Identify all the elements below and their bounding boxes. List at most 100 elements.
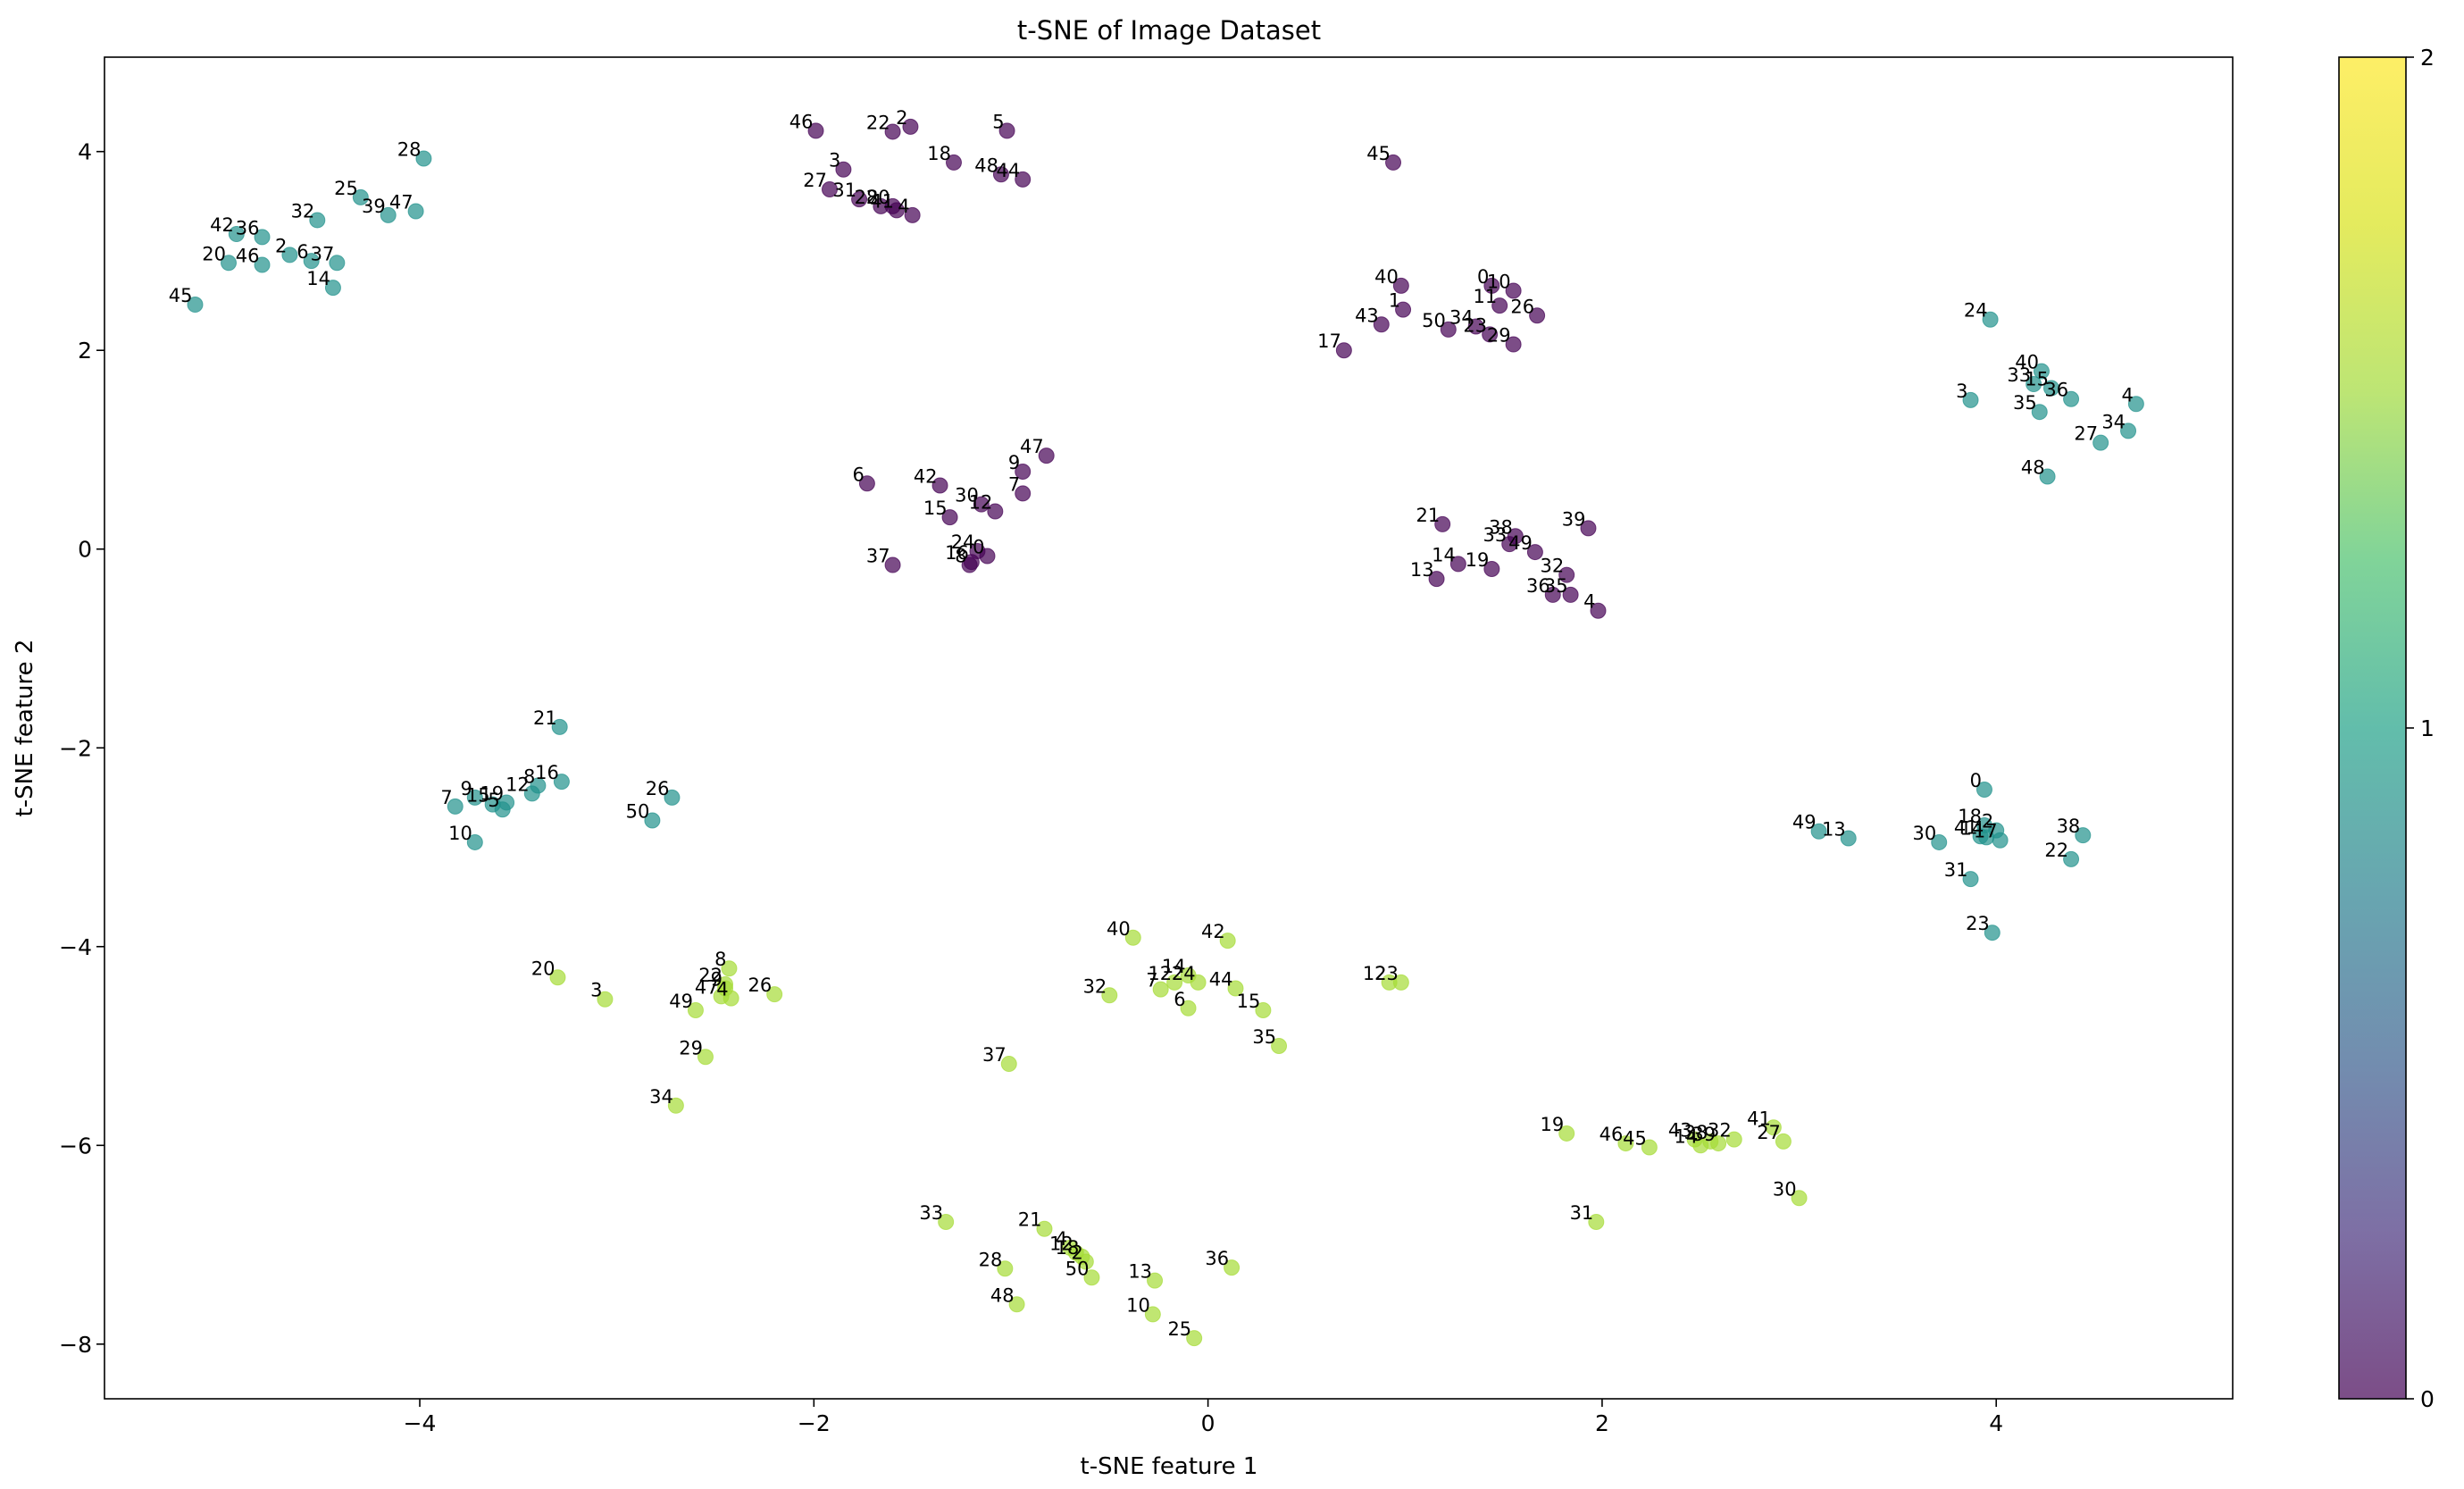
point-label: 46 [789,111,814,132]
y-tick-label: −2 [59,735,92,761]
point-label: 3 [590,980,602,1001]
data-point-class-0 [835,161,852,178]
point-label: 47 [695,976,719,998]
data-point-class-1 [407,203,424,220]
point-label: 36 [236,217,260,238]
point-label: 9 [711,968,722,990]
point-label: 42 [210,214,234,236]
point-label: 18 [1958,806,1982,827]
data-point-class-2 [667,1097,684,1114]
point-label: 27 [1757,1122,1781,1143]
point-label: 15 [2025,368,2049,389]
data-point-class-1 [2039,468,2056,485]
data-point-class-0 [1015,485,1032,502]
data-point-class-0 [1392,277,1409,294]
data-point-class-2 [1180,1000,1197,1016]
plot-frame [104,56,2234,1400]
point-label: 15 [923,498,948,519]
y-tick-label: 0 [78,537,92,563]
point-label: 28 [855,187,879,208]
point-label: 37 [982,1044,1006,1066]
data-point-class-1 [187,297,204,314]
point-label: 43 [1355,305,1379,326]
point-label: 11 [1473,286,1497,307]
data-point-class-2 [1271,1038,1288,1055]
point-label: 32 [1083,975,1107,997]
point-label: 9 [460,778,472,799]
data-point-class-1 [324,280,341,297]
point-label: 1 [1389,290,1400,312]
point-label: 27 [2074,423,2098,445]
point-label: 14 [1162,956,1186,977]
y-axis-ticks: −8 −6 −4 −2 0 2 4 [59,139,104,1358]
data-point-class-2 [1775,1133,1792,1150]
data-point-class-1 [644,812,661,829]
x-tick-label: 2 [1595,1410,1609,1436]
point-label: 0 [973,537,984,558]
point-label: 12 [969,491,993,513]
data-point-class-2 [1255,1001,1272,1018]
y-tick-label: 4 [78,139,92,165]
point-label: 34 [649,1086,673,1108]
data-point-class-0 [1562,586,1579,603]
point-label: 2 [1982,811,1993,832]
point-label: 12 [505,774,530,795]
data-point-class-1 [2092,434,2109,451]
point-label: 50 [1065,1258,1090,1279]
data-point-class-0 [1467,318,1484,335]
point-label: 44 [996,160,1020,181]
point-label: 32 [1540,556,1564,577]
data-point-class-1 [553,774,570,791]
point-label: 36 [1205,1248,1229,1269]
data-point-class-0 [1505,282,1522,299]
data-point-class-1 [1962,871,1979,888]
data-point-class-2 [938,1213,955,1230]
point-label: 38 [1684,1122,1708,1143]
data-point-class-2 [1190,974,1207,991]
data-point-class-0 [821,180,838,197]
point-label: 36 [2044,380,2068,401]
point-label: 2 [1071,1242,1082,1263]
data-point-class-1 [1931,833,1948,850]
point-label: 47 [1020,436,1044,457]
data-point-class-1 [228,226,245,243]
point-label: 14 [1959,817,1984,839]
point-label: 30 [1773,1178,1797,1200]
data-point-class-2 [1166,974,1183,991]
data-point-class-0 [1529,307,1546,324]
point-label: 49 [669,991,693,1012]
chart-title: t-SNE of Image Dataset [1017,15,1321,46]
point-label: 12 [1148,963,1172,984]
point-label: 39 [1562,508,1586,530]
data-point-class-0 [1015,171,1032,188]
point-label: 44 [1209,968,1233,990]
point-label: 39 [362,196,386,217]
data-point-class-0 [979,548,996,565]
data-point-class-0 [1544,586,1561,603]
point-label: 12 [1363,963,1387,984]
data-point-class-2 [1765,1119,1782,1136]
data-point-class-0 [884,556,901,573]
point-label: 13 [1128,1261,1152,1283]
point-label: 14 [306,268,330,289]
data-point-class-0 [1505,336,1522,353]
data-point-class-1 [281,247,298,264]
x-axis-label: t-SNE feature 1 [1081,1453,1258,1480]
point-label: 5 [488,790,499,811]
data-point-class-0 [1501,536,1518,553]
point-label: 31 [1570,1202,1594,1224]
point-label: 15 [1237,991,1261,1012]
point-label: 8 [714,949,726,970]
data-point-class-1 [523,785,540,802]
data-point-class-1 [329,255,346,272]
point-label: 25 [334,178,358,199]
point-label: 14 [1675,1125,1699,1147]
data-point-class-0 [889,202,906,219]
data-point-class-2 [766,986,783,1003]
data-point-class-0 [884,123,901,140]
point-label: 20 [531,958,555,979]
point-label: 26 [748,975,772,996]
point-label: 27 [803,170,827,191]
data-point-class-0 [902,118,919,135]
data-point-class-2 [1224,1259,1240,1276]
